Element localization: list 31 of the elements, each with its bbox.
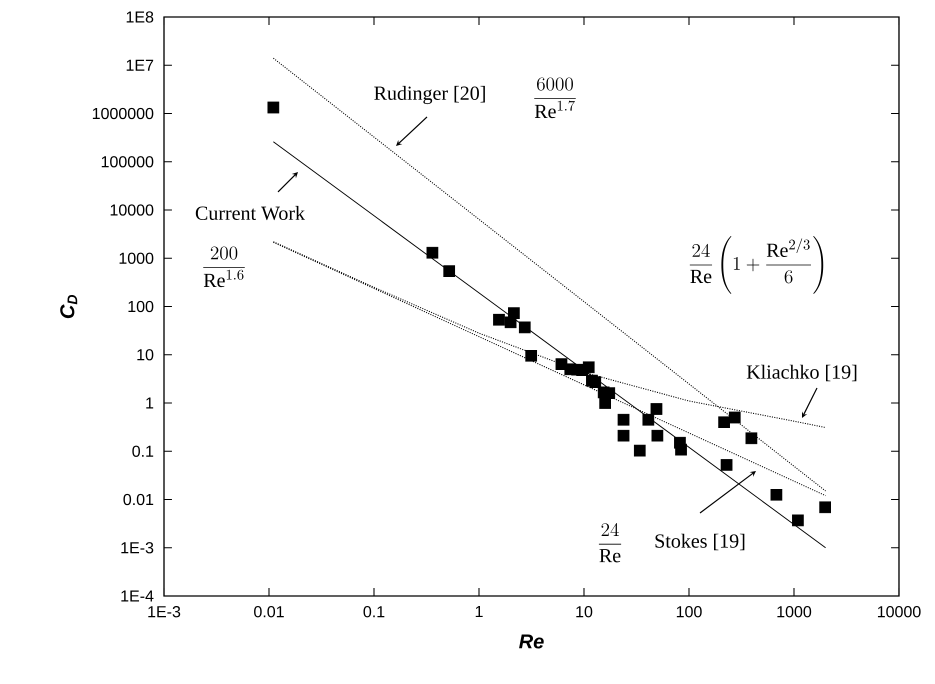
x-tick-label: 1E-3 xyxy=(148,606,180,618)
y-tick-label: 1E8 xyxy=(126,11,154,23)
annotation: $\frac{24}{\mathrm{Re}}$ xyxy=(598,523,622,562)
y-tick-label: 0.1 xyxy=(132,446,154,457)
annotation: Current Work xyxy=(196,206,306,220)
x-tick-label: 1000 xyxy=(777,606,812,618)
y-tick-label: 1E-3 xyxy=(121,542,154,554)
x-tick-label: 100 xyxy=(676,606,702,618)
y-tick-label: 0.01 xyxy=(123,494,154,506)
annotation: $\frac{6000}{\mathrm{Re}^{1.7}}$ xyxy=(534,77,576,118)
annotation: Rudinger [20] xyxy=(374,86,485,104)
y-tick-label: 1000000 xyxy=(92,108,154,120)
x-tick-label: 1 xyxy=(476,606,483,618)
y-tick-label: 100000 xyxy=(102,156,154,168)
y-tick-label: 100 xyxy=(128,300,154,312)
annotation: Stokes [19] xyxy=(656,534,744,550)
y-axis-title: C$_{D}$ xyxy=(60,294,78,318)
y-tick-label: 1000 xyxy=(120,252,154,264)
y-tick-label: 1 xyxy=(146,397,154,408)
annotation: Kliachko [19] xyxy=(746,364,856,382)
x-tick-label: 0.01 xyxy=(254,606,284,618)
annotation: $\frac{200}{\mathrm{Re}^{1.6}}$ xyxy=(203,246,245,288)
y-tick-label: 1E-4 xyxy=(121,590,154,602)
y-tick-label: 1E7 xyxy=(126,60,154,71)
x-tick-label: 0.1 xyxy=(364,606,384,618)
annotation: $\frac{24}{\mathrm{Re}}\left(1+\frac{\mathrm{Re}^{2/3}}{6}\right)$ xyxy=(690,236,824,294)
y-tick-label: 10 xyxy=(137,349,154,360)
y-tick-label: 10000 xyxy=(110,204,154,216)
x-tick-label: 10 xyxy=(576,606,592,618)
x-tick-label: 10000 xyxy=(878,606,921,618)
x-axis-title: Re xyxy=(519,634,544,648)
